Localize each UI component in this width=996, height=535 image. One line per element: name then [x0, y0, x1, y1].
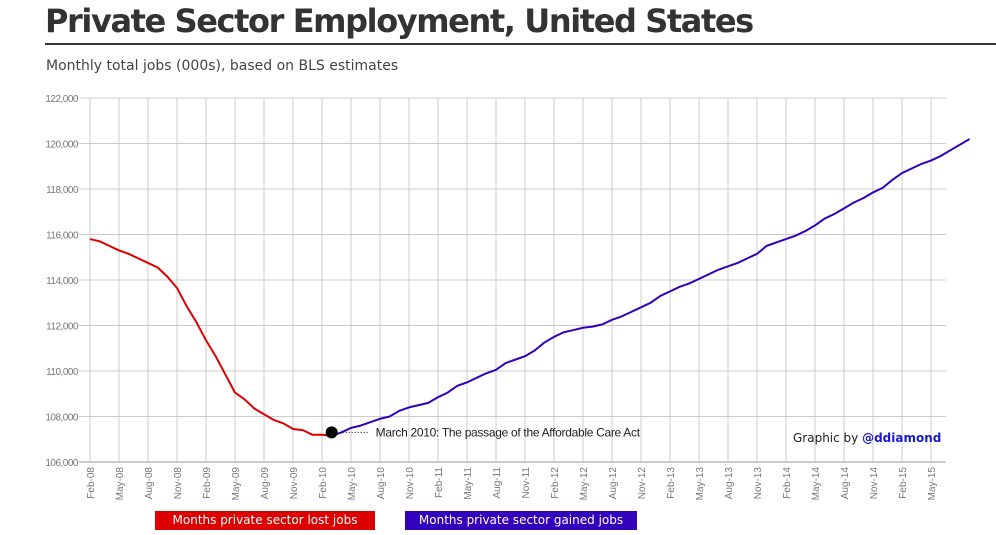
- x-tick-label: May-13: [695, 467, 706, 501]
- y-tick-label: 122,000: [45, 94, 79, 105]
- page-title: Private Sector Employment, United States: [45, 2, 754, 40]
- annotation: March 2010: The passage of the Affordabl…: [325, 425, 641, 439]
- x-tick-label: Nov-10: [405, 467, 416, 500]
- x-tick-label: May-08: [115, 467, 126, 501]
- x-tick-label: Feb-13: [666, 467, 677, 499]
- x-tick-label: May-10: [347, 467, 358, 501]
- legend-lost-jobs: Months private sector lost jobs: [155, 511, 375, 530]
- x-tick-label: Nov-09: [289, 467, 300, 500]
- x-tick-label: Aug-13: [724, 467, 735, 500]
- x-tick-label: Aug-11: [492, 467, 503, 499]
- y-tick-label: 110,000: [46, 367, 79, 378]
- x-tick-label: Aug-12: [608, 467, 619, 500]
- x-axis-tick-labels: Feb-08 May-08 Aug-08 Nov-08 Feb-09 May-09 Aug-…: [86, 467, 938, 501]
- annotation-label: March 2010: The passage of the Affordabl…: [376, 425, 641, 439]
- x-tick-label: Feb-10: [318, 467, 329, 499]
- x-tick-label: Feb-14: [782, 467, 793, 499]
- x-tick-label: Aug-10: [376, 467, 387, 500]
- x-tick-label: Nov-14: [869, 467, 880, 500]
- x-tick-label: Feb-08: [86, 467, 97, 499]
- x-tick-label: Feb-15: [898, 467, 909, 499]
- x-tick-label: Feb-11: [434, 467, 445, 498]
- series-lines: [89, 138, 971, 437]
- x-tick-label: Nov-13: [753, 467, 764, 500]
- x-tick-label: Feb-12: [550, 467, 561, 499]
- y-tick-label: 118,000: [46, 185, 79, 196]
- y-axis-tick-labels: 106,000 108,000 110,000 112,000 114,000 116,0…: [45, 94, 79, 469]
- y-tick-label: 106,000: [45, 458, 79, 469]
- x-tick-label: Nov-11: [521, 467, 532, 499]
- annotation-marker: [325, 426, 338, 439]
- x-tick-label: May-14: [811, 467, 822, 501]
- credit-prefix: Graphic by: [793, 431, 863, 445]
- x-tick-label: May-12: [579, 467, 590, 501]
- credit-handle: @ddiamond: [862, 431, 942, 445]
- series-line-gained: [331, 138, 971, 437]
- series-line-lost: [89, 238, 332, 437]
- chart-subtitle: Monthly total jobs (000s), based on BLS …: [46, 58, 399, 74]
- y-tick-label: 108,000: [45, 413, 79, 424]
- legend-gained-jobs: Months private sector gained jobs: [405, 511, 637, 530]
- x-tick-label: Nov-08: [173, 467, 184, 500]
- y-tick-label: 120,000: [45, 140, 79, 151]
- y-tick-label: 114,000: [46, 276, 79, 287]
- gridlines: [79, 97, 946, 463]
- x-tick-label: Aug-09: [260, 467, 271, 500]
- x-tick-label: May-11: [463, 467, 474, 500]
- x-tick-label: Aug-14: [840, 467, 851, 500]
- y-tick-label: 116,000: [46, 231, 79, 242]
- x-tick-label: May-15: [927, 467, 938, 501]
- y-tick-label: 112,000: [46, 322, 79, 333]
- x-tick-label: Feb-09: [202, 467, 213, 499]
- x-tick-label: Aug-08: [144, 467, 155, 500]
- x-tick-label: May-09: [231, 467, 242, 501]
- title-rule: [45, 43, 996, 45]
- x-tick-label: Nov-12: [637, 467, 648, 500]
- graphic-credit: Graphic by @ddiamond: [793, 431, 941, 445]
